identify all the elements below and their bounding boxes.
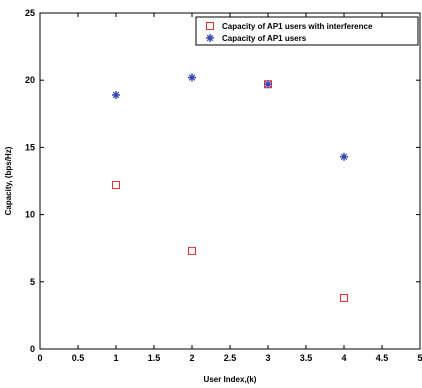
x-tick-label: 3.5 (300, 353, 313, 363)
y-tick-label: 5 (30, 277, 35, 287)
x-tick-label: 1 (113, 353, 118, 363)
x-tick-label: 3 (265, 353, 270, 363)
x-axis-title: User Index,(k) (204, 375, 257, 384)
data-point-ap1 (340, 152, 348, 161)
legend-marker-star (206, 34, 214, 42)
y-tick-label: 25 (25, 8, 35, 18)
data-marks (112, 73, 348, 302)
x-tick-label: 0 (37, 353, 42, 363)
legend-label-interference: Capacity of AP1 users with interference (222, 22, 373, 31)
y-tick-label: 20 (25, 75, 35, 85)
x-tick-label: 5 (417, 353, 422, 363)
x-tick-label: 2.5 (224, 353, 237, 363)
y-tick-label: 10 (25, 210, 35, 220)
data-point-ap1 (188, 73, 196, 82)
x-tick-label: 1.5 (148, 353, 161, 363)
y-tick-label: 15 (25, 142, 35, 152)
x-tick-label: 4 (341, 353, 346, 363)
legend-box (195, 16, 419, 46)
axis-ticks: 0 0.5 1 1.5 2 2.5 3 3.5 4 4.5 5 0 5 10 15 20 25 (25, 8, 422, 363)
plot-area (39, 12, 421, 350)
x-tick-label: 4.5 (376, 353, 389, 363)
x-tick-label: 0.5 (72, 353, 85, 363)
data-point-ap1 (264, 80, 272, 89)
data-point-interference (340, 293, 348, 302)
y-axis-title: Capacity, (bps/Hz) (4, 146, 13, 215)
data-point-interference (112, 181, 120, 190)
data-point-ap1 (112, 90, 120, 99)
legend-label-ap1: Capacity of AP1 users (222, 34, 307, 43)
legend-marker-square (206, 22, 214, 30)
legend: Capacity of AP1 users with interference … (195, 16, 419, 46)
y-tick-label: 0 (30, 344, 35, 354)
legend-markers (206, 22, 214, 42)
x-tick-label: 2 (189, 353, 194, 363)
data-point-interference (188, 246, 196, 255)
